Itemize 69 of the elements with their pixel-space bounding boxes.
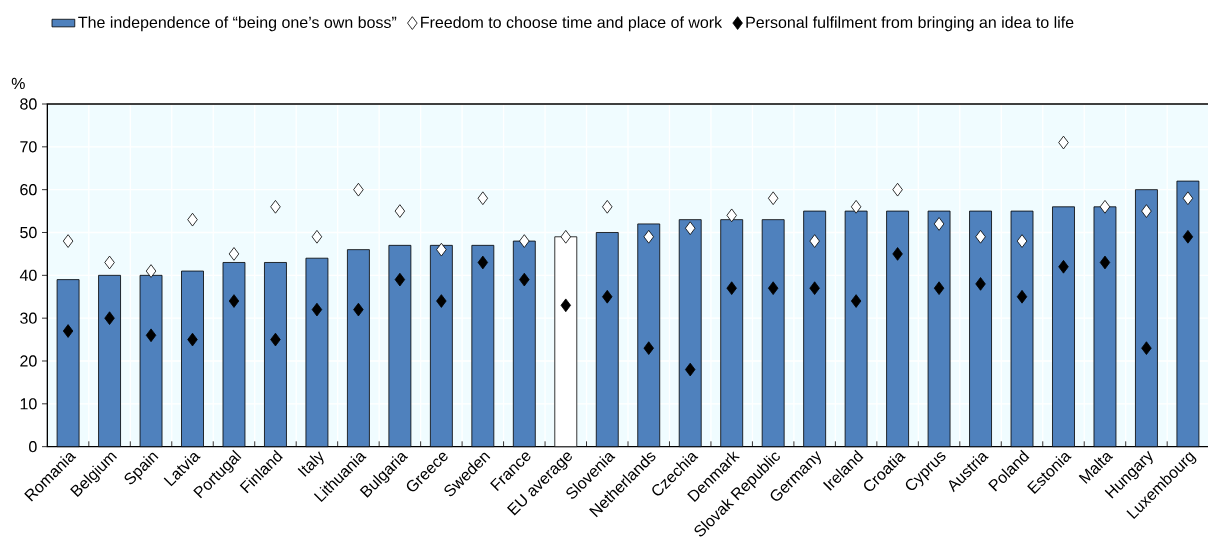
point: [187, 213, 198, 227]
point: [933, 217, 945, 231]
point: [477, 255, 489, 270]
point: [1182, 230, 1194, 244]
point: [519, 234, 530, 249]
point: [892, 247, 903, 261]
point: [933, 281, 945, 296]
point: [436, 294, 447, 308]
point: [767, 281, 779, 296]
point: [1058, 260, 1069, 274]
y-tick-label: 20: [20, 355, 37, 367]
legend-label: Freedom to choose time and place of work: [421, 16, 723, 32]
y-axis-title: %: [11, 77, 25, 90]
point: [975, 277, 986, 291]
point: [311, 302, 323, 317]
point: [767, 191, 779, 206]
point: [643, 230, 654, 244]
point: [1058, 135, 1069, 150]
point: [477, 191, 489, 206]
point: [519, 272, 530, 287]
y-tick-label: 60: [20, 184, 37, 196]
point: [643, 341, 654, 356]
point: [1016, 234, 1028, 249]
point: [850, 200, 862, 214]
point: [975, 230, 986, 244]
point: [228, 247, 240, 261]
point: [394, 204, 406, 219]
point: [270, 200, 281, 214]
point: [850, 294, 862, 308]
point: [685, 362, 696, 377]
point: [353, 302, 364, 317]
y-tick-label: 10: [20, 398, 37, 410]
y-tick-label: 70: [20, 141, 37, 153]
y-tick-label: 0: [29, 441, 37, 453]
point: [1141, 341, 1152, 356]
point: [809, 234, 820, 249]
point: [311, 230, 323, 244]
point: [1099, 200, 1111, 214]
point: [228, 294, 240, 308]
point: [62, 324, 74, 338]
point: [187, 332, 198, 347]
point: [560, 298, 571, 313]
point: [602, 200, 613, 214]
point: [104, 255, 115, 270]
legend-label: The independence of “being one’s own boss”: [78, 16, 397, 32]
point: [726, 281, 737, 296]
y-tick-label: 40: [19, 269, 37, 282]
point: [1141, 204, 1152, 219]
point: [270, 332, 281, 347]
point: [1016, 290, 1028, 304]
point: [436, 243, 447, 257]
point: [726, 208, 737, 223]
y-tick-label: 50: [20, 227, 37, 239]
point: [145, 264, 157, 279]
legend-label: Personal fulfilment from bringing an idea to life: [746, 16, 1074, 32]
point: [1182, 191, 1194, 206]
point: [560, 230, 571, 244]
point: [104, 311, 115, 326]
point: [353, 183, 364, 197]
point: [685, 221, 696, 236]
point: [892, 183, 903, 197]
point: [602, 290, 613, 304]
y-tick-label: 30: [20, 312, 37, 324]
point: [394, 272, 406, 287]
point: [1099, 255, 1111, 270]
point: [809, 281, 820, 296]
y-tick-label: 80: [20, 98, 37, 110]
point: [62, 234, 74, 249]
point: [145, 328, 157, 343]
